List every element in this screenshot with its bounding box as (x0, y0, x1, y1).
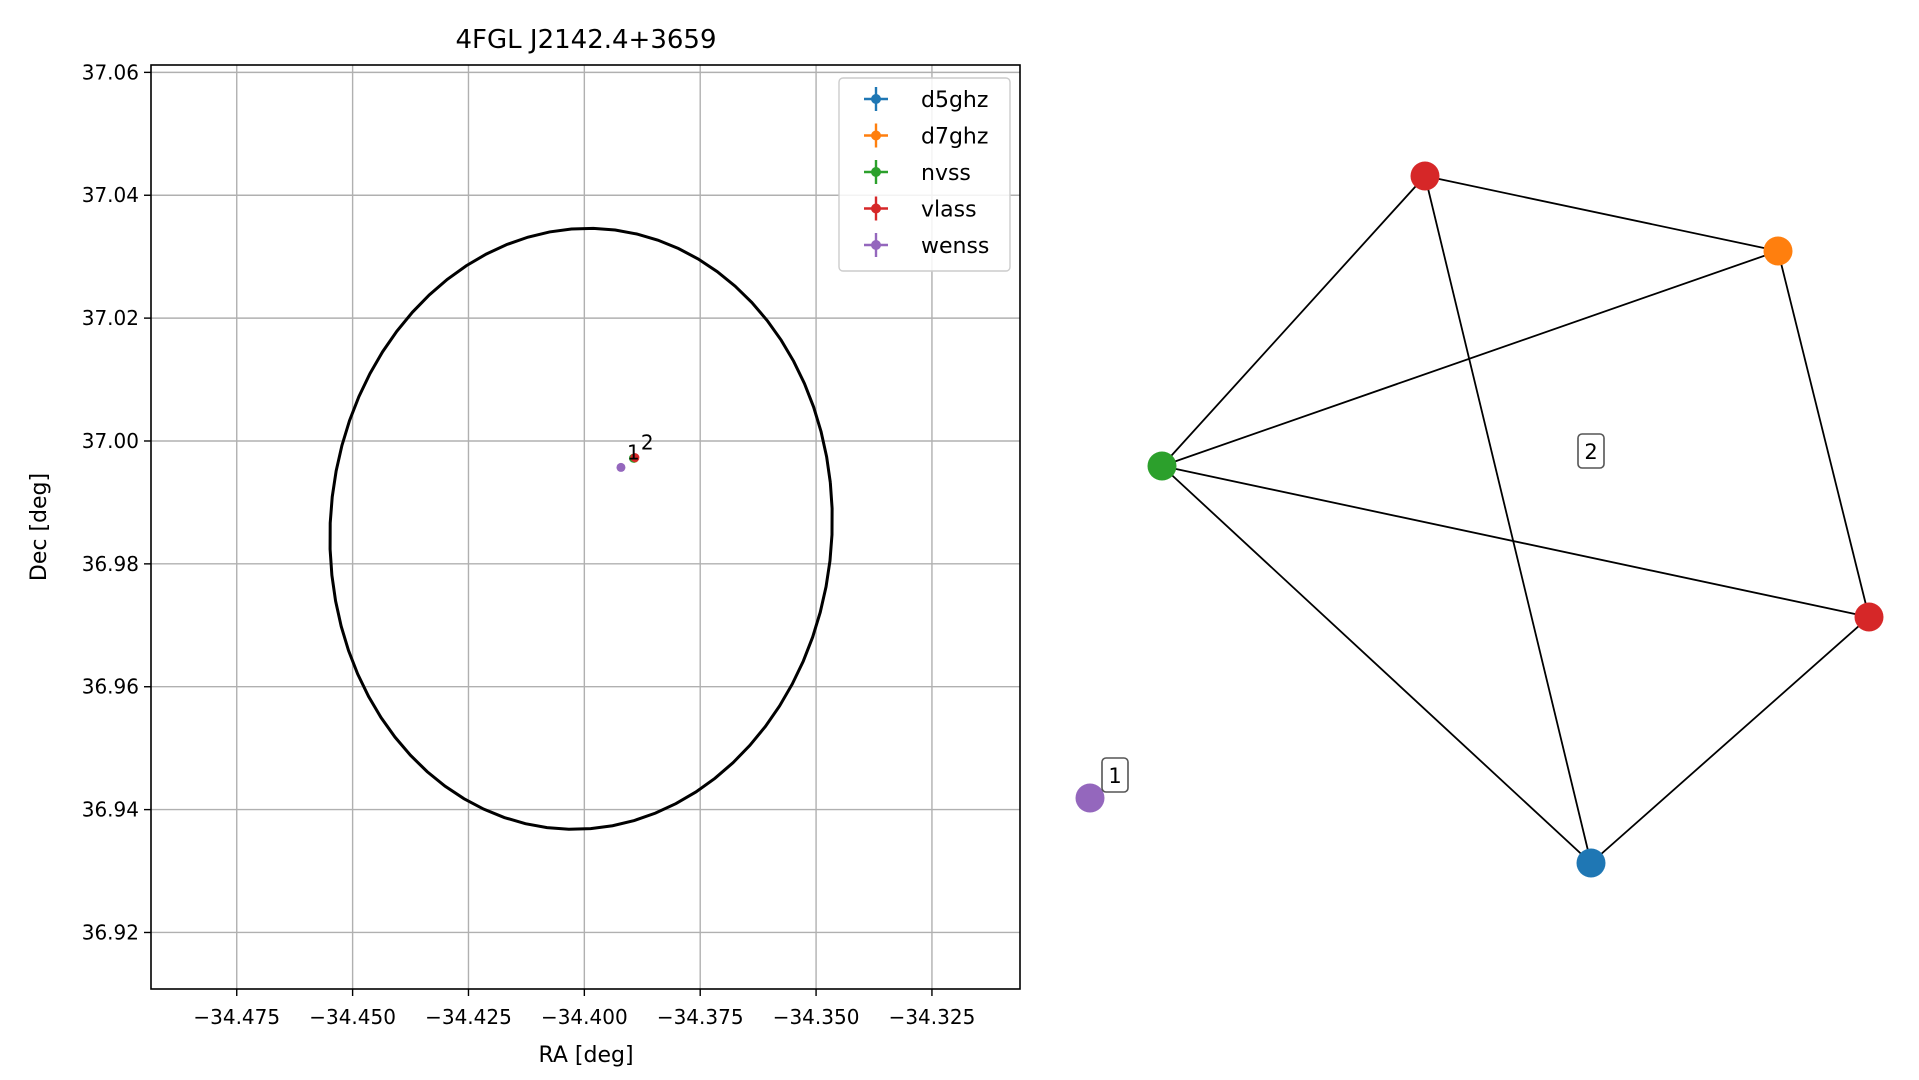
y-tick-label: 36.94 (82, 798, 139, 822)
point-wenss (616, 462, 626, 472)
y-tick-label: 37.00 (82, 429, 139, 453)
y-tick-label: 37.06 (82, 60, 139, 84)
localization-ellipse (328, 226, 834, 831)
cluster-label-box (1101, 757, 1129, 793)
cluster-label-group: 1 (1101, 757, 1129, 793)
y-tick-label: 37.02 (82, 306, 139, 330)
network-panel: 21 (1075, 161, 1884, 878)
legend-label-vlass: vlass (921, 198, 977, 223)
x-axis-label: RA [deg] (538, 1043, 633, 1068)
point-label: 2 (641, 431, 654, 455)
node-d7ghz (1763, 236, 1793, 266)
y-tick-label: 36.92 (82, 920, 139, 944)
node-d5ghz (1576, 848, 1606, 878)
legend-marker-vlass (871, 203, 881, 214)
graph-edges (1161, 175, 1870, 864)
cluster-label: 2 (1584, 440, 1597, 464)
node-vlass_a (1410, 161, 1440, 191)
x-axis-ticks: −34.475 −34.450 −34.425 −34.400 −34.375 −34.3… (193, 989, 975, 1029)
x-tick-label: −34.450 (309, 1005, 396, 1029)
point-label: 1 (627, 440, 640, 464)
legend-label-d5ghz: d5ghz (921, 88, 988, 113)
edge-vlass_a-d5ghz (1424, 175, 1592, 864)
edge-vlass_a-d7ghz (1424, 175, 1779, 252)
legend-label-nvss: nvss (921, 161, 971, 186)
x-tick-label: −34.400 (541, 1005, 628, 1029)
edge-nvss-d5ghz (1161, 465, 1592, 864)
x-tick-label: −34.425 (425, 1005, 512, 1029)
data-points (616, 453, 640, 472)
x-tick-label: −34.375 (657, 1005, 744, 1029)
x-tick-label: −34.325 (889, 1005, 976, 1029)
cluster-label-box (1577, 433, 1605, 469)
x-tick-label: −34.350 (773, 1005, 860, 1029)
localization-ellipse-group (328, 226, 834, 831)
legend-box (838, 77, 1011, 272)
y-tick-label: 36.96 (82, 675, 139, 699)
legend-marker-d7ghz (871, 130, 881, 141)
plot-frame (150, 64, 1021, 990)
edge-d7ghz-nvss (1161, 250, 1779, 467)
legend-marker-wenss (871, 240, 881, 250)
graph-nodes (1075, 161, 1884, 878)
y-axis-label: Dec [deg] (27, 473, 52, 581)
cluster-label: 1 (1108, 764, 1121, 788)
chart-title: 4FGL J2142.4+3659 (456, 25, 717, 55)
node-wenss (1075, 783, 1105, 813)
point-vlass (630, 453, 640, 463)
legend-marker-d5ghz (871, 94, 881, 104)
edge-nvss-vlass_b (1161, 465, 1870, 618)
legend-label-d7ghz: d7ghz (921, 125, 988, 150)
node-vlass_b (1854, 602, 1884, 632)
node-nvss (1147, 451, 1177, 481)
cluster-label-group: 2 (1577, 433, 1605, 469)
x-tick-label: −34.475 (193, 1005, 280, 1029)
y-axis-ticks: 36.92 36.94 36.96 36.98 37.00 37.02 37.04 37.06 (82, 60, 151, 944)
y-tick-label: 36.98 (82, 552, 139, 576)
edge-d7ghz-vlass_b (1777, 250, 1870, 618)
edge-vlass_a-nvss (1161, 175, 1426, 467)
y-tick-label: 37.04 (82, 183, 139, 207)
legend-marker-nvss (871, 167, 881, 177)
legend-label-wenss: wenss (921, 234, 989, 259)
legend: d5ghz d7ghz nvss vlass wenss (838, 77, 1011, 272)
edge-d5ghz-vlass_b (1590, 616, 1870, 864)
cluster-labels: 21 (1101, 433, 1605, 793)
